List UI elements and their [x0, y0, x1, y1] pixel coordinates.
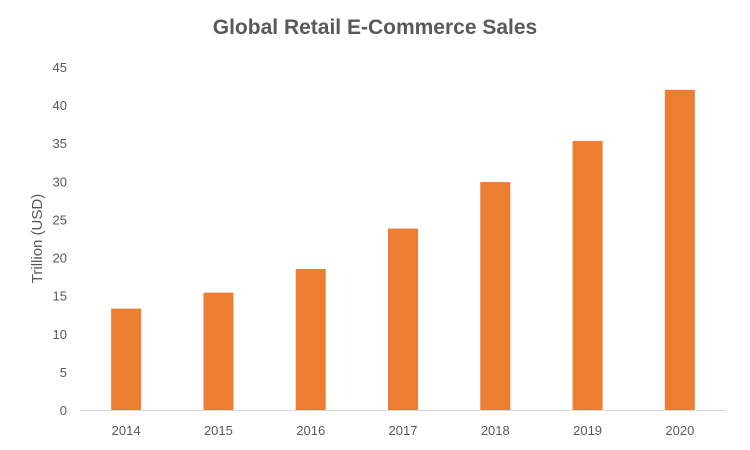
- chart-title: Global Retail E-Commerce Sales: [212, 16, 538, 39]
- x-tick-label: 2014: [112, 423, 141, 438]
- bar-2014: [111, 308, 142, 410]
- y-tick-label: 45: [53, 60, 67, 75]
- x-tick-label: 2019: [573, 423, 602, 438]
- y-tick-label: 20: [53, 251, 67, 266]
- x-tick-label: 2016: [296, 423, 325, 438]
- bar-2020: [664, 89, 695, 410]
- x-tick-label: 2015: [204, 423, 233, 438]
- y-tick-label: 0: [60, 403, 67, 418]
- y-tick-label: 40: [53, 98, 67, 113]
- y-tick-label: 10: [53, 327, 67, 342]
- y-tick-label: 25: [53, 212, 67, 227]
- x-tick-label: 2018: [481, 423, 510, 438]
- x-tick-label: 2017: [389, 423, 418, 438]
- y-tick-label: 35: [53, 136, 67, 151]
- y-tick-label: 30: [53, 174, 67, 189]
- y-tick-label: 15: [53, 289, 67, 304]
- bars: [111, 89, 695, 411]
- y-axis-ticks: 0 5 10 15 20 25 30 35 40 45: [53, 60, 67, 418]
- y-tick-label: 5: [60, 365, 67, 380]
- x-axis-ticks: 2014 2015 2016 2017 2018 2019 2020: [112, 423, 695, 438]
- bar-2018: [480, 182, 511, 410]
- bar-2019: [572, 140, 603, 411]
- x-tick-label: 2020: [665, 423, 694, 438]
- y-axis-title: Trillion (USD): [29, 194, 46, 283]
- bar-2016: [295, 268, 326, 410]
- bar-2017: [388, 228, 418, 410]
- bar-2015: [203, 292, 234, 410]
